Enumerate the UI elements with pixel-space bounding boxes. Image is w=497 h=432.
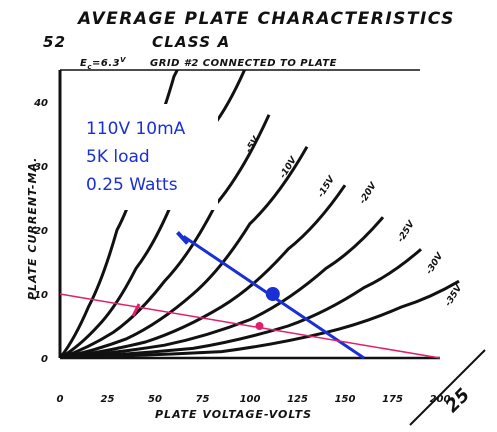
- grid-connection-label: GRID #2 CONNECTED TO PLATE: [150, 58, 337, 69]
- class-label: CLASS A: [152, 33, 230, 51]
- curve-minus-10V: [60, 114, 271, 358]
- conditions-rest: =6.3: [92, 58, 120, 69]
- x-tick-label: 150: [335, 394, 356, 405]
- plate-curves: [60, 70, 460, 358]
- curve-minus-35V: [60, 279, 460, 358]
- note-line-1: 110V 10mA: [86, 119, 186, 139]
- x-tick-label: 75: [196, 394, 210, 405]
- curve-label: -20V: [358, 180, 379, 206]
- curve-minus-25V: [60, 216, 385, 358]
- curve-label: -25V: [396, 219, 417, 245]
- y-axis-title: PLATE CURRENT-MA.: [26, 157, 39, 300]
- y-tick-labels: 0 10 20 30 40: [33, 98, 48, 365]
- operating-point: [265, 287, 280, 301]
- y-tick-label: 0: [41, 354, 48, 365]
- y-tick-label: 40: [33, 98, 48, 109]
- x-tick-label: 25: [101, 394, 115, 405]
- curve-label: -10V: [278, 155, 299, 181]
- conditions-e: E: [80, 58, 87, 69]
- conditions-sub: c: [87, 63, 92, 71]
- curve-label: -30V: [425, 251, 446, 277]
- x-tick-label: 100: [240, 394, 261, 405]
- red-load-line: [59, 293, 441, 359]
- y-tick-label: 30: [34, 162, 48, 173]
- y-tick-label: 10: [34, 290, 48, 301]
- red-line-mark: [131, 303, 141, 317]
- x-tick-label: 0: [57, 394, 64, 405]
- curve-minus-30V: [60, 248, 422, 358]
- load-line-end-tick: [176, 231, 189, 245]
- x-tick-labels: 0 25 50 75 100 125 150 175 200: [57, 394, 451, 405]
- conditions-label: Ec=6.3V: [80, 56, 126, 71]
- note-line-3: 0.25 Watts: [86, 175, 178, 195]
- note-line-2: 5K load: [86, 147, 150, 167]
- stamp-diagonal: [409, 349, 486, 426]
- x-axis-title: PLATE VOLTAGE-VOLTS: [155, 408, 312, 421]
- x-tick-label: 125: [287, 394, 308, 405]
- curve-minus-15V: [60, 146, 309, 358]
- note-box: [72, 104, 218, 210]
- x-tick-label: 200: [430, 394, 451, 405]
- red-line-point: [255, 322, 264, 330]
- x-tick-label: 50: [148, 394, 162, 405]
- tube-number: 52: [43, 33, 66, 51]
- curve-minus-20V: [60, 184, 347, 358]
- curve-label: -15V: [316, 174, 337, 200]
- load-lines: [59, 231, 441, 360]
- conditions-sup: V: [120, 56, 126, 64]
- chart-title: AVERAGE PLATE CHARACTERISTICS: [76, 9, 455, 29]
- corner-stamp: 25: [409, 349, 486, 426]
- x-tick-label: 175: [382, 394, 403, 405]
- plot-frame: [58, 69, 440, 360]
- y-tick-label: 20: [34, 226, 48, 237]
